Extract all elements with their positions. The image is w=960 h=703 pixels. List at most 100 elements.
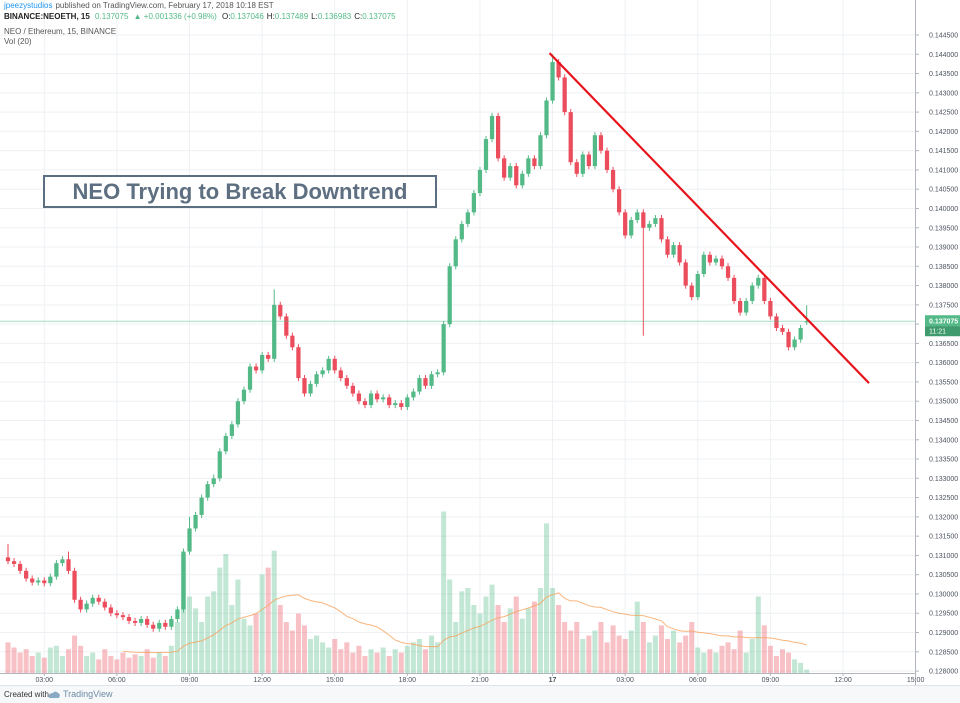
volume-bar <box>120 652 126 673</box>
volume-bar <box>271 550 277 673</box>
volume-bar <box>755 596 761 673</box>
volume-bar <box>531 601 537 673</box>
volume-bar <box>537 588 543 673</box>
candle-body <box>447 266 452 325</box>
volume-bar <box>410 642 416 673</box>
candle-body <box>465 212 470 224</box>
candle-body <box>30 578 35 583</box>
y-tick-label: 0.139000 <box>929 245 958 252</box>
title-box <box>43 175 437 208</box>
candle-body <box>302 378 307 394</box>
candle-body <box>260 354 265 371</box>
candle-body <box>278 304 283 317</box>
candle-body <box>145 619 150 625</box>
candle-body <box>792 339 797 348</box>
volume-bar <box>767 645 773 673</box>
volume-bar <box>96 659 102 673</box>
quote-key: C: <box>354 12 363 21</box>
volume-bar <box>665 639 671 673</box>
y-tick-label: 0.134500 <box>929 418 958 425</box>
candle-body <box>489 115 495 140</box>
volume-bar <box>90 652 96 673</box>
candle-body <box>241 389 247 402</box>
volume-bar <box>453 622 459 673</box>
y-tick-label: 0.132000 <box>929 514 958 521</box>
volume-bar <box>677 642 683 673</box>
candle-body <box>199 497 204 515</box>
volume-bar <box>689 622 695 673</box>
candle-body <box>689 285 694 298</box>
candle-body <box>120 615 126 618</box>
volume-bar <box>368 649 374 673</box>
candle-body <box>453 239 458 267</box>
brand[interactable]: TradingView <box>63 689 113 699</box>
author[interactable]: jpeezystudios <box>4 1 53 10</box>
volume-bar <box>283 622 289 673</box>
countdown-box <box>925 326 960 337</box>
candle-body <box>483 139 489 170</box>
candle-body <box>514 166 519 186</box>
candle-body <box>126 617 132 621</box>
candle-body <box>362 401 368 406</box>
candle-body <box>48 576 53 584</box>
y-tick-label: 0.130500 <box>929 572 958 579</box>
y-tick-label: 0.143500 <box>929 71 958 78</box>
volume-bar <box>253 613 259 673</box>
candle-body <box>604 150 610 170</box>
candle-body <box>804 321 809 323</box>
volume-bar <box>562 622 568 673</box>
volume-bar <box>731 649 737 673</box>
candle-body <box>320 370 325 375</box>
symbol: BINANCE:NEOETH, 15 <box>4 12 90 21</box>
volume-bar <box>507 608 513 673</box>
volume-bar <box>513 596 519 673</box>
candle-body <box>762 277 767 302</box>
candle-body <box>750 285 755 302</box>
candle-body <box>550 61 555 101</box>
candle-body <box>138 619 144 623</box>
candle-body <box>387 397 392 406</box>
volume-bar <box>241 618 247 673</box>
y-tick-label: 0.141500 <box>929 148 958 155</box>
y-tick-label: 0.130000 <box>929 591 958 598</box>
candle-body <box>592 135 598 167</box>
candle-body <box>235 401 241 425</box>
candle-body <box>42 580 47 584</box>
candle-body <box>229 424 234 436</box>
quote-value: 0.137489 <box>274 12 309 21</box>
volume-bar <box>792 659 798 673</box>
volume-bar <box>350 652 356 673</box>
candle-body <box>54 563 59 577</box>
candle-body <box>90 597 95 604</box>
candle-body <box>393 403 398 406</box>
volume-bar <box>447 579 453 673</box>
volume-bar <box>114 659 120 673</box>
candle-body <box>441 324 446 373</box>
publish-line: jpeezystudios published on TradingView.co… <box>4 1 277 10</box>
candle-body <box>477 169 483 194</box>
y-tick-label: 0.133500 <box>929 457 958 464</box>
candle-body <box>102 601 107 608</box>
volume-bar <box>11 647 17 673</box>
y-tick-label: 0.128000 <box>929 669 958 676</box>
volume-bar <box>168 645 174 673</box>
x-tick-label: 06:00 <box>689 677 707 684</box>
volume-bar <box>59 656 65 673</box>
volume-bar <box>53 645 59 673</box>
volume-bar <box>550 588 556 673</box>
volume-bar <box>132 654 138 673</box>
volume-bar <box>84 656 90 673</box>
last-price-label: 0.137075 <box>929 319 958 326</box>
volume-bar <box>543 523 550 673</box>
candle-body <box>744 301 749 313</box>
volume-bar <box>362 656 368 673</box>
candle-body <box>780 327 785 332</box>
candle-body <box>187 528 192 552</box>
created-with: Created with <box>4 690 49 699</box>
volume-bar <box>162 656 168 673</box>
x-tick-label: 12:00 <box>834 677 852 684</box>
candle-body <box>374 393 380 400</box>
volume-bar <box>671 630 677 673</box>
volume-bar <box>102 649 108 673</box>
